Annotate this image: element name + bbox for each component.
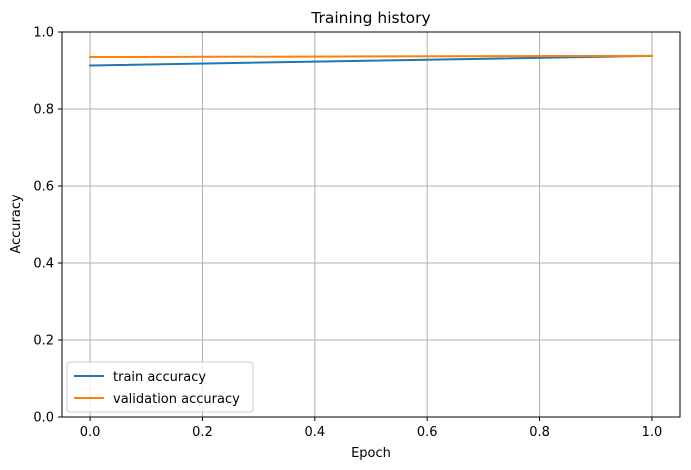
y-tick-label: 0.2 (33, 334, 54, 349)
x-axis-ticks: 0.0 0.2 0.4 0.6 0.8 1.0 (80, 417, 663, 440)
x-tick-label: 0.6 (417, 425, 438, 440)
plot-area: 0.0 0.2 0.4 0.6 0.8 1.0 0.0 0.2 0.4 0.6 0.8 1.0 (33, 26, 681, 440)
series-line-train-accuracy (89, 54, 653, 67)
plot-frame (61, 31, 681, 418)
y-tick-label: 1.0 (33, 26, 54, 41)
series-line-validation-accuracy (89, 54, 653, 59)
plot-background (62, 32, 680, 417)
x-tick-label: 0.4 (304, 425, 325, 440)
x-tick-label: 0.8 (529, 425, 550, 440)
legend-label-train-accuracy: train accuracy (113, 370, 206, 385)
legend: train accuracy validation accuracy (66, 361, 254, 413)
y-tick-label: 0.4 (33, 257, 54, 272)
y-tick-label: 0.8 (33, 103, 54, 118)
x-tick-label: 0.2 (192, 425, 213, 440)
y-tick-label: 0.0 (33, 411, 54, 426)
x-tick-label: 1.0 (642, 425, 663, 440)
series-lines (89, 54, 653, 67)
y-axis-label: Accuracy (9, 194, 24, 254)
x-tick-label: 0.0 (80, 425, 101, 440)
legend-box (66, 361, 254, 413)
y-tick-label: 0.6 (33, 180, 54, 195)
y-axis-ticks: 0.0 0.2 0.4 0.6 0.8 1.0 (33, 26, 62, 426)
chart-title: Training history (310, 9, 430, 27)
x-axis-label: Epoch (351, 446, 391, 461)
legend-label-validation-accuracy: validation accuracy (113, 392, 240, 407)
